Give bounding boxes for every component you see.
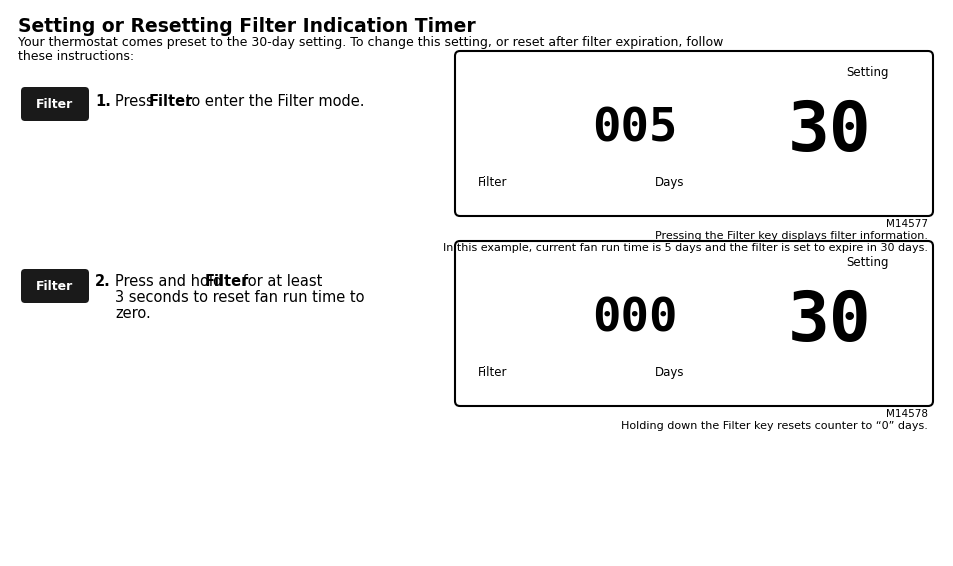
FancyBboxPatch shape [21,269,89,303]
Text: 2.: 2. [95,274,111,289]
Text: Press: Press [115,95,158,109]
Text: Press and hold: Press and hold [115,274,227,289]
Text: for at least: for at least [237,274,322,289]
Text: 3 seconds to reset fan run time to: 3 seconds to reset fan run time to [115,290,364,305]
Text: to enter the Filter mode.: to enter the Filter mode. [181,95,364,109]
Text: Days: Days [655,366,684,379]
FancyBboxPatch shape [21,87,89,121]
FancyBboxPatch shape [455,51,932,216]
Text: Setting or Resetting Filter Indication Timer: Setting or Resetting Filter Indication T… [18,17,476,36]
Text: Days: Days [655,176,684,189]
Text: 30: 30 [787,288,871,355]
Text: 000: 000 [592,296,677,341]
Text: Filter: Filter [205,274,249,289]
Text: M14577: M14577 [885,219,927,229]
Text: Filter: Filter [477,176,507,189]
Text: In this example, current fan run time is 5 days and the filter is set to expire : In this example, current fan run time is… [442,243,927,253]
Text: M14578: M14578 [885,409,927,419]
Text: Holding down the Filter key resets counter to “0” days.: Holding down the Filter key resets count… [620,421,927,431]
Text: Filter: Filter [477,366,507,379]
Text: Your thermostat comes preset to the 30-day setting. To change this setting, or r: Your thermostat comes preset to the 30-d… [18,36,722,49]
Text: zero.: zero. [115,306,151,321]
FancyBboxPatch shape [455,241,932,406]
Text: 005: 005 [592,106,677,151]
Text: Filter: Filter [36,280,73,293]
Text: 1.: 1. [95,95,111,109]
Text: Pressing the Filter key displays filter information.: Pressing the Filter key displays filter … [655,231,927,241]
Text: 30: 30 [787,98,871,165]
Text: Setting: Setting [846,256,888,269]
Text: Filter: Filter [36,97,73,110]
Text: these instructions:: these instructions: [18,50,134,63]
Text: Setting: Setting [846,66,888,79]
Text: Filter: Filter [149,95,193,109]
